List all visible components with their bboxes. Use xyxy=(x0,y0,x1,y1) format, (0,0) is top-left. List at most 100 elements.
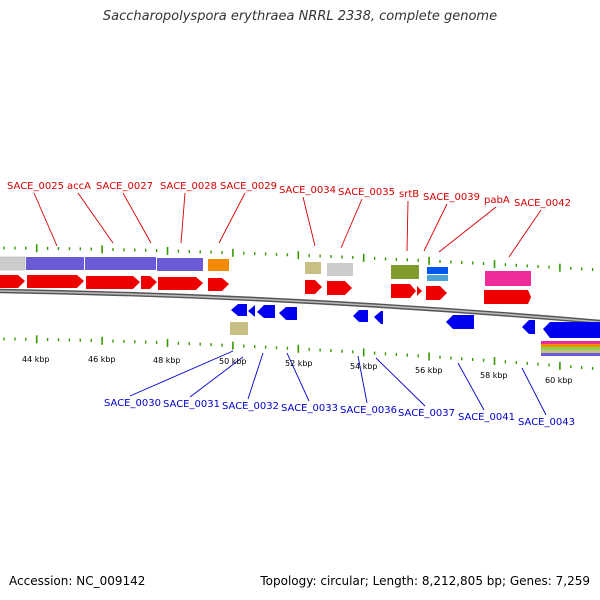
cds-arrow[interactable] xyxy=(86,276,140,289)
leader-line xyxy=(247,352,264,400)
cog-track-forward xyxy=(0,256,531,286)
leader-line xyxy=(508,209,542,258)
leader-line xyxy=(77,192,114,244)
feature-block[interactable] xyxy=(541,353,600,356)
cds-arrow[interactable] xyxy=(446,315,474,329)
gene-label-sace-0028[interactable]: SACE_0028 xyxy=(160,181,217,192)
kbp-label: 48 kbp xyxy=(153,356,181,365)
leader-line xyxy=(340,198,363,249)
cds-track-forward xyxy=(0,275,531,304)
cds-arrow[interactable] xyxy=(391,284,416,298)
cds-arrow[interactable] xyxy=(543,322,600,338)
feature-block[interactable] xyxy=(327,263,353,276)
gene-label-sace-0031[interactable]: SACE_0031 xyxy=(163,399,220,410)
genome-summary-text: Topology: circular; Length: 8,212,805 bp… xyxy=(260,574,590,588)
kbp-label: 60 kbp xyxy=(545,376,573,385)
cds-arrow[interactable] xyxy=(231,304,247,316)
leader-line xyxy=(189,356,244,398)
feature-block[interactable] xyxy=(541,341,600,344)
accession-text: Accession: NC_009142 xyxy=(9,574,146,588)
cds-arrow[interactable] xyxy=(279,307,297,320)
feature-block[interactable] xyxy=(427,267,448,274)
gene-label-sace-0033[interactable]: SACE_0033 xyxy=(281,403,338,414)
feature-block[interactable] xyxy=(485,271,531,286)
gene-label-sace-0034[interactable]: SACE_0034 xyxy=(279,185,336,196)
cds-arrow[interactable] xyxy=(0,275,25,288)
cds-arrow[interactable] xyxy=(257,305,275,318)
cds-arrow[interactable] xyxy=(522,320,535,334)
bottom-tick-row xyxy=(3,335,594,370)
gene-label-acca[interactable]: accA xyxy=(67,181,91,192)
feature-block[interactable] xyxy=(391,265,419,279)
feature-block[interactable] xyxy=(85,257,156,270)
gene-label-sace-0042[interactable]: SACE_0042 xyxy=(514,198,571,209)
leader-line xyxy=(180,192,186,244)
leader-line xyxy=(122,192,152,244)
feature-block[interactable] xyxy=(26,257,84,270)
feature-block[interactable] xyxy=(157,258,203,271)
cds-track-reverse xyxy=(231,304,600,338)
gene-label-sace-0036[interactable]: SACE_0036 xyxy=(340,405,397,416)
map-title: Saccharopolyspora erythraea NRRL 2338, c… xyxy=(102,9,498,24)
kbp-label: 52 kbp xyxy=(285,359,313,368)
leader-line xyxy=(129,350,234,397)
kbp-label: 44 kbp xyxy=(22,355,50,364)
gene-label-sace-0041[interactable]: SACE_0041 xyxy=(458,412,515,423)
genome-backbone-highlight xyxy=(0,290,600,323)
kbp-label: 54 kbp xyxy=(350,362,378,371)
leader-line xyxy=(406,200,409,252)
gene-label-sace-0039[interactable]: SACE_0039 xyxy=(423,192,480,203)
feature-block[interactable] xyxy=(541,350,600,353)
feature-block[interactable] xyxy=(230,322,248,335)
leader-line xyxy=(438,206,497,253)
gene-label-sace-0037[interactable]: SACE_0037 xyxy=(398,408,455,419)
kbp-label: 50 kbp xyxy=(219,357,247,366)
cds-arrow[interactable] xyxy=(426,286,447,300)
top-gene-labels: SACE_0025 accA SACE_0027 SACE_0028 SACE_… xyxy=(7,181,571,209)
top-tick-row xyxy=(3,244,594,272)
feature-block[interactable] xyxy=(208,259,229,271)
kbp-label: 58 kbp xyxy=(480,371,508,380)
feature-block[interactable] xyxy=(0,256,26,271)
gene-label-sace-0030[interactable]: SACE_0030 xyxy=(104,398,161,409)
cds-arrow[interactable] xyxy=(353,310,368,322)
leader-line xyxy=(375,357,426,407)
kbp-scale-labels: 44 kbp 46 kbp 48 kbp 50 kbp 52 kbp 54 kb… xyxy=(22,355,573,385)
feature-block[interactable] xyxy=(541,344,600,347)
cds-arrow[interactable] xyxy=(374,311,383,324)
leader-line xyxy=(286,352,310,402)
leader-line xyxy=(457,362,485,411)
leader-line xyxy=(33,192,58,247)
cds-arrow[interactable] xyxy=(417,286,422,296)
leader-line xyxy=(357,355,368,404)
feature-block[interactable] xyxy=(427,275,448,281)
gene-label-sace-0029[interactable]: SACE_0029 xyxy=(220,181,277,192)
cds-arrow[interactable] xyxy=(248,305,255,317)
cds-arrow[interactable] xyxy=(484,290,531,304)
cds-arrow[interactable] xyxy=(158,277,203,290)
gene-label-sace-0027[interactable]: SACE_0027 xyxy=(96,181,153,192)
cds-arrow[interactable] xyxy=(141,276,157,289)
feature-block[interactable] xyxy=(305,262,321,274)
label-leader-lines xyxy=(33,192,547,416)
gene-label-sace-0025[interactable]: SACE_0025 xyxy=(7,181,64,192)
leader-line xyxy=(302,196,316,247)
gene-label-paba[interactable]: pabA xyxy=(484,195,510,206)
leader-line xyxy=(423,203,448,252)
kbp-label: 56 kbp xyxy=(415,366,443,375)
gene-label-srtb[interactable]: srtB xyxy=(399,189,419,200)
feature-block[interactable] xyxy=(541,347,600,350)
gene-label-sace-0032[interactable]: SACE_0032 xyxy=(222,401,279,412)
cog-track-reverse xyxy=(230,322,600,356)
gene-label-sace-0035[interactable]: SACE_0035 xyxy=(338,187,395,198)
bottom-gene-labels: SACE_0030 SACE_0031 SACE_0032 SACE_0033 … xyxy=(104,398,575,428)
cds-arrow[interactable] xyxy=(305,280,322,294)
leader-line xyxy=(218,192,246,244)
leader-line xyxy=(521,367,547,416)
cds-arrow[interactable] xyxy=(327,281,352,295)
cds-arrow[interactable] xyxy=(27,275,84,288)
cds-arrow[interactable] xyxy=(208,278,229,291)
kbp-label: 46 kbp xyxy=(88,355,116,364)
gene-label-sace-0043[interactable]: SACE_0043 xyxy=(518,417,575,428)
